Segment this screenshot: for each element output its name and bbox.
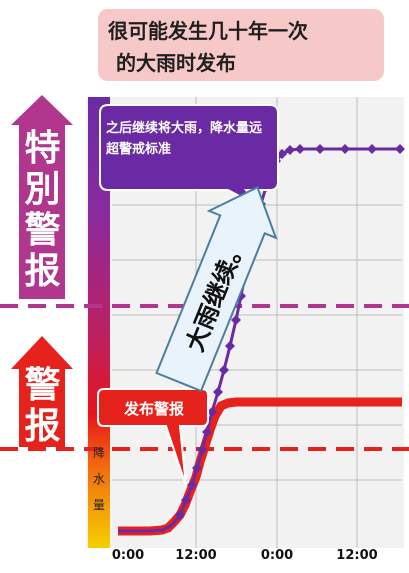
purple-marker xyxy=(207,407,217,417)
x-tick-label-3: 0:00 xyxy=(260,548,294,563)
purple-marker xyxy=(213,387,223,397)
title-line-1: 很可能发生几十年一次 xyxy=(108,19,308,43)
purple-marker xyxy=(187,480,197,490)
special-warning-text: 特別警报 xyxy=(20,128,65,292)
gauge-char-2: 水 xyxy=(92,472,105,486)
rainfall-label: 降 水 量 xyxy=(88,440,110,518)
special-label-char-0: 特 xyxy=(24,128,61,169)
purple-marker xyxy=(315,144,325,154)
x-tick-label-2: 12:00 xyxy=(175,548,217,563)
title-line-2: 的大雨时发布 xyxy=(116,51,236,75)
purple-marker xyxy=(340,144,350,154)
special-label-char-3: 报 xyxy=(24,251,61,292)
special-label-char-1: 別 xyxy=(24,169,61,210)
special-warning-label: 特別警报 xyxy=(20,128,65,292)
purple-marker xyxy=(192,463,202,473)
special-label-char-2: 警 xyxy=(24,210,61,251)
warning-text: 警报 xyxy=(20,365,65,447)
purple-marker xyxy=(295,144,305,154)
x-tick-label-4: 12:00 xyxy=(336,548,378,563)
purple-marker xyxy=(277,149,287,159)
gauge-char-1: 降 xyxy=(92,446,105,460)
purple-marker xyxy=(395,144,405,154)
purple-marker xyxy=(285,145,295,155)
purple-marker xyxy=(219,365,229,375)
x-tick-label-1: 0:00 xyxy=(111,548,145,563)
gauge-char-3: 量 xyxy=(92,498,105,512)
purple-marker xyxy=(367,144,377,154)
purple-marker xyxy=(225,341,235,351)
title-banner: 很可能发生几十年一次 的大雨时发布 xyxy=(98,9,384,81)
warning-arrow xyxy=(11,336,73,447)
purple-marker xyxy=(231,315,241,325)
alert-callout-text: 发布警报 xyxy=(123,400,184,418)
forecast-callout-text: 之后继续将大雨，降水量远超警戒标准 xyxy=(106,121,263,157)
rainfall-gauge-bar xyxy=(88,97,110,548)
purple-marker xyxy=(181,495,191,505)
purple-marker xyxy=(175,510,185,520)
alert-callout-bubble xyxy=(97,388,209,487)
continued-rain-arrow: 大雨继续。 xyxy=(155,185,278,393)
warning-label: 警报 xyxy=(20,365,65,447)
purple-marker xyxy=(202,427,212,437)
warning-label-char-0: 警 xyxy=(24,365,61,406)
warning-label-char-1: 报 xyxy=(24,406,61,447)
purple-marker xyxy=(197,445,207,455)
special-warning-arrow xyxy=(11,95,73,299)
